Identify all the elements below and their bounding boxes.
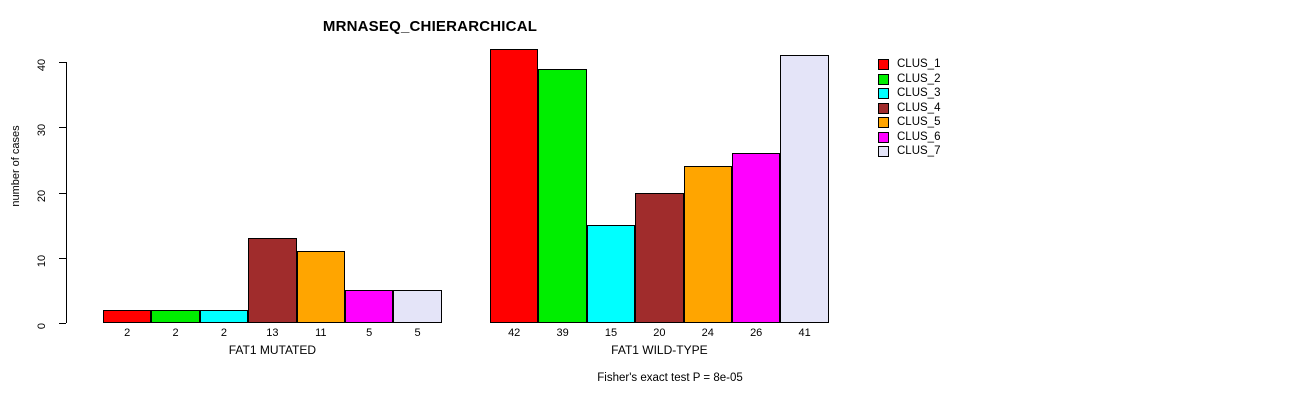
bar-value-label: 5: [414, 327, 421, 339]
y-axis-tick-label: 20: [30, 186, 54, 202]
y-axis-title: number of cases: [10, 125, 22, 207]
group-axis-label: FAT1 WILD-TYPE: [611, 343, 708, 357]
bar-value-label: 2: [172, 327, 179, 339]
legend-item-label: CLUS_7: [897, 145, 941, 157]
bar-value-label: 20: [653, 327, 666, 339]
y-axis-tick: [59, 127, 66, 129]
bar[interactable]: [103, 309, 152, 323]
y-axis-tick-label-text: 20: [36, 189, 48, 202]
bar-value-label: 26: [750, 327, 763, 339]
legend-item-label: CLUS_1: [897, 58, 941, 70]
y-axis-tick: [59, 192, 66, 194]
bar[interactable]: [151, 309, 200, 323]
bar[interactable]: [199, 309, 249, 323]
bar[interactable]: [296, 251, 345, 323]
y-axis-tick-label-text: 0: [36, 322, 48, 330]
bar-value-label: 39: [556, 327, 569, 339]
bar[interactable]: [538, 68, 587, 323]
y-axis-tick-label: 30: [30, 120, 54, 137]
bar[interactable]: [586, 225, 636, 323]
bar[interactable]: [780, 55, 829, 323]
bar[interactable]: [732, 153, 781, 323]
legend-color-swatch: [878, 73, 889, 85]
legend-item-label: CLUS_2: [897, 72, 941, 85]
bar-value-label: 5: [366, 327, 373, 339]
legend-item-label: CLUS_4: [897, 101, 941, 114]
bar-value-label: 11: [315, 327, 327, 339]
bar[interactable]: [345, 290, 394, 323]
bar[interactable]: [393, 290, 442, 323]
y-axis-tick: [59, 323, 66, 324]
y-axis-tick: [59, 257, 66, 259]
y-axis-tick-label-text: 40: [36, 58, 48, 72]
bar-value-label: 13: [266, 327, 279, 339]
y-axis-tick-label: 40: [30, 55, 54, 72]
legend-item-label: CLUS_5: [897, 116, 941, 128]
group-axis-label: FAT1 MUTATED: [228, 343, 317, 357]
statistical-annotation: Fisher's exact test P = 8e-05: [597, 372, 743, 384]
legend-color-swatch: [878, 88, 889, 99]
bar[interactable]: [248, 238, 297, 323]
legend-item-label: CLUS_3: [897, 87, 941, 99]
y-axis-tick-label: 0: [30, 316, 54, 330]
y-axis-tick-label-text: 10: [36, 254, 48, 267]
legend-color-swatch: [878, 117, 889, 128]
legend-item-label: CLUS_6: [897, 130, 941, 143]
y-axis-tick-label-text: 30: [36, 124, 48, 137]
legend-color-swatch: [878, 131, 889, 143]
legend-color-swatch: [878, 59, 889, 70]
bar-value-label: 42: [508, 327, 521, 339]
bar[interactable]: [683, 166, 732, 323]
bar-value-label: 41: [798, 327, 811, 339]
bar-value-label: 15: [604, 327, 618, 339]
chart-title: MRNASEQ_CHIERARCHICAL: [322, 18, 538, 35]
bar-value-label: 2: [220, 327, 228, 339]
bar[interactable]: [635, 192, 684, 323]
legend-color-swatch: [878, 102, 889, 114]
y-axis-tick-label: 10: [30, 251, 54, 267]
bar-value-label: 2: [124, 327, 131, 339]
y-axis-tick: [59, 62, 66, 63]
y-axis-line: [66, 62, 67, 323]
legend-color-swatch: [878, 146, 889, 157]
bar[interactable]: [490, 48, 539, 323]
bar-value-label: 24: [701, 327, 714, 339]
